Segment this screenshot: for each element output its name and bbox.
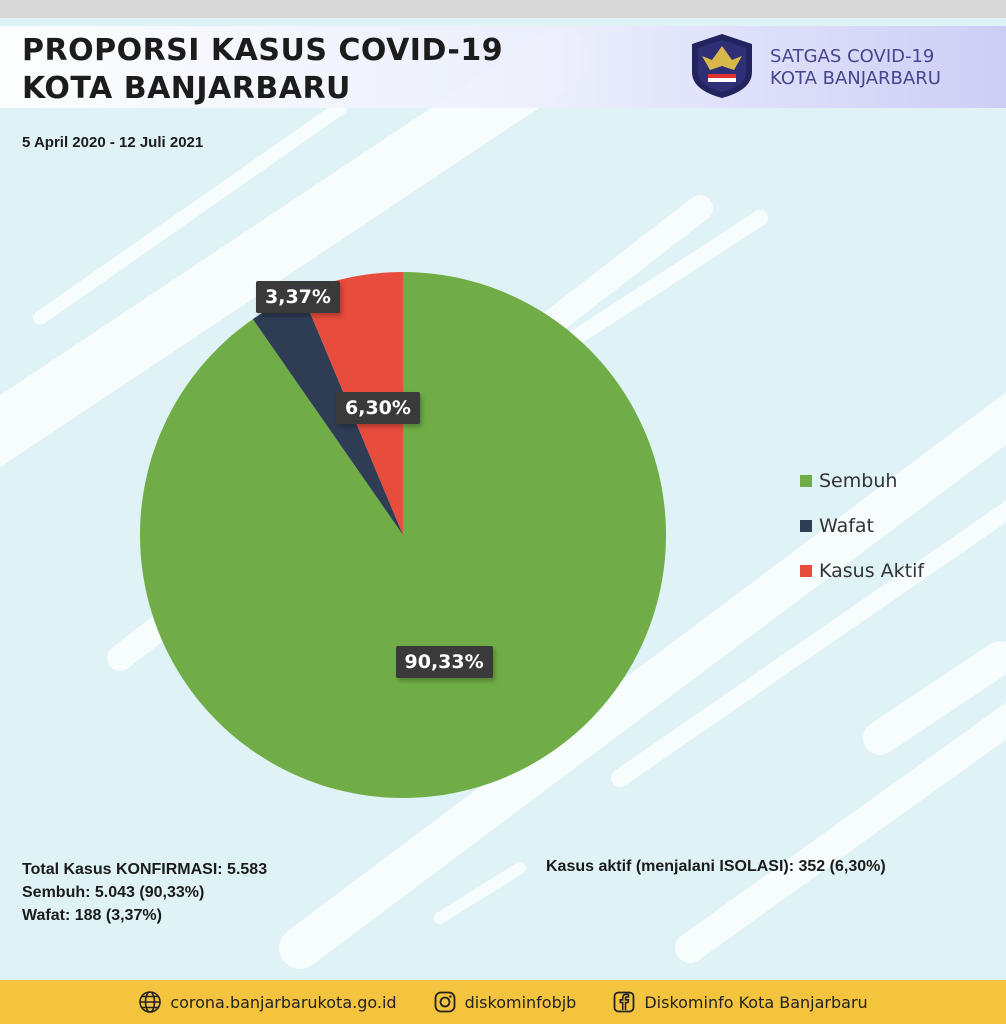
page-title: PROPORSI KASUS COVID-19 KOTA BANJARBARU [22,32,503,108]
data-label-wafat: 3,37% [256,281,340,313]
pie-slice-sembuh [140,272,667,799]
legend-swatch-sembuh [800,475,812,487]
stat-kasus-aktif: Kasus aktif (menjalani ISOLASI): 352 (6,… [546,858,886,875]
title-line-1: PROPORSI KASUS COVID-19 [22,33,504,68]
legend-item-wafat: Wafat [800,515,950,537]
chart-legend: Sembuh Wafat Kasus Aktif [800,470,950,602]
legend-label-sembuh: Sembuh [819,470,898,492]
org-name-line-2: KOTA BANJARBARU [770,68,941,89]
stat-total: Total Kasus KONFIRMASI: 5.583 [22,861,268,878]
footer-instagram[interactable]: diskominfobjb [433,990,577,1014]
garuda-emblem-icon [692,34,752,98]
stat-sembuh: Sembuh: 5.043 (90,33%) [22,884,205,901]
date-range: 5 April 2020 - 12 Juli 2021 [22,134,204,151]
title-line-2: KOTA BANJARBARU [22,71,351,106]
legend-item-sembuh: Sembuh [800,470,950,492]
legend-item-kasus-aktif: Kasus Aktif [800,560,950,582]
legend-label-kasus-aktif: Kasus Aktif [819,560,925,582]
facebook-icon [613,991,635,1013]
header-band [0,26,1006,108]
legend-swatch-wafat [800,520,812,532]
footer-instagram-text: diskominfobjb [464,992,577,1012]
data-label-sembuh: 90,33% [395,646,493,678]
footer-website[interactable]: corona.banjarbarukota.go.id [138,990,397,1014]
top-strip [0,0,1006,18]
legend-swatch-kasus-aktif [800,565,812,577]
org-name-line-1: SATGAS COVID-19 [770,46,935,67]
instagram-icon [434,991,455,1013]
data-label-kasus-aktif: 6,30% [336,392,420,424]
case-stats: Total Kasus KONFIRMASI: 5.583 Sembuh: 5.… [22,858,267,927]
globe-icon [139,991,162,1013]
footer-facebook[interactable]: Diskominfo Kota Banjarbaru [612,990,868,1014]
legend-label-wafat: Wafat [819,515,874,537]
org-name: SATGAS COVID-19 KOTA BANJARBARU [770,46,941,90]
footer-facebook-text: Diskominfo Kota Banjarbaru [644,992,868,1012]
footer-bar: corona.banjarbarukota.go.id diskominfobj… [0,980,1006,1024]
footer-website-text: corona.banjarbarukota.go.id [170,992,397,1012]
stat-wafat: Wafat: 188 (3,37%) [22,907,162,924]
pie-slice-wafat [252,292,403,535]
